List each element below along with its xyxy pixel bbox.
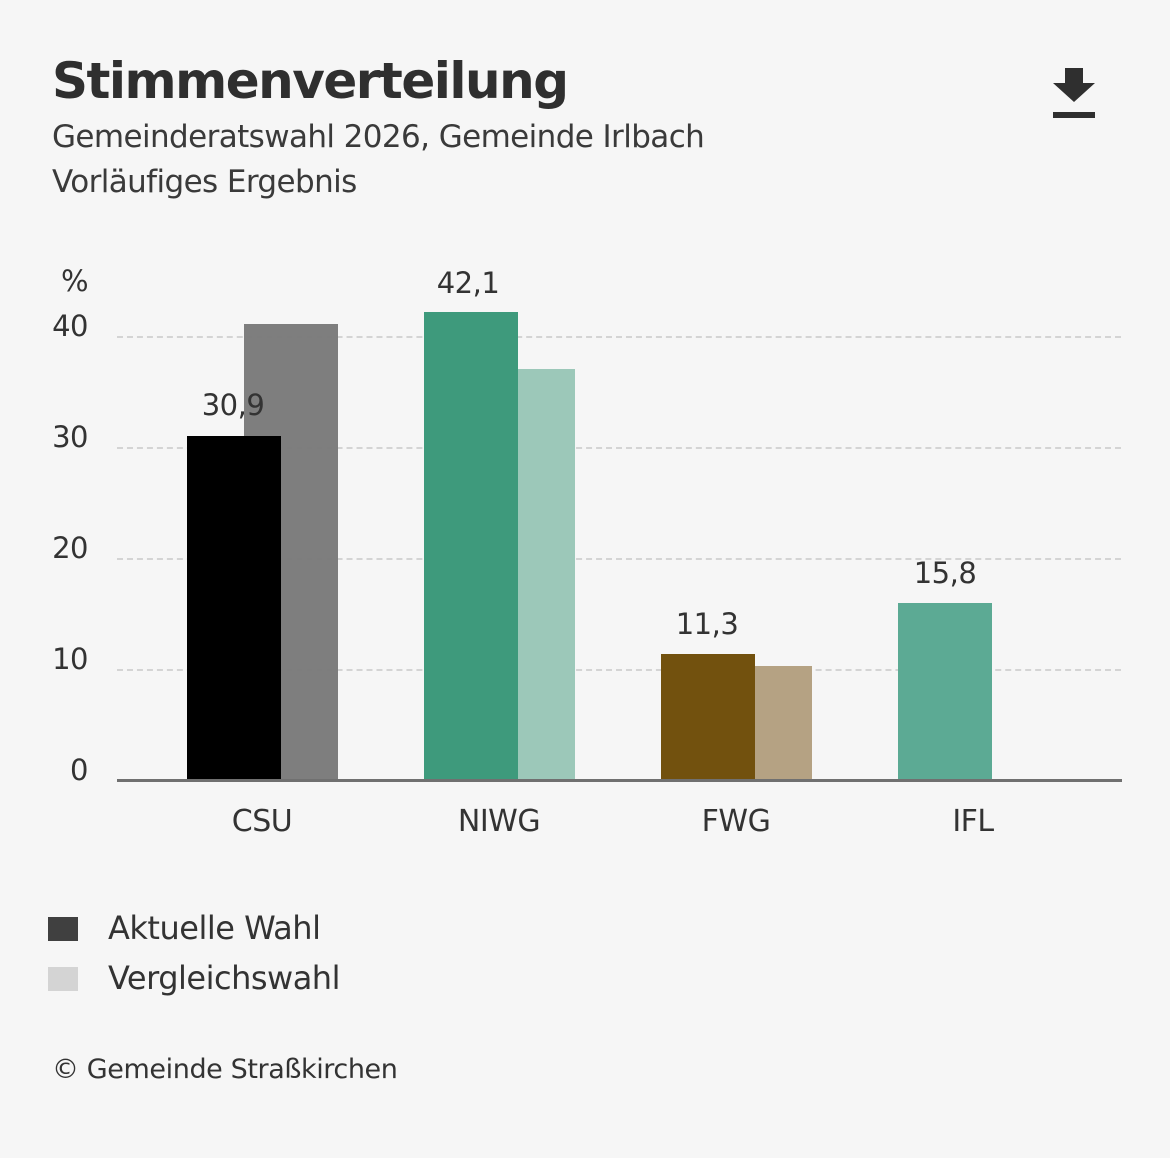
y-tick-0: 0 [70,753,88,787]
copyright-notice: © Gemeinde Straßkirchen [52,1054,398,1085]
value-label-niwg: 42,1 [436,266,500,300]
x-label-fwg: FWG [701,804,771,839]
y-tick-20: 20 [52,531,88,565]
gridline-40 [117,336,1121,338]
bar-niwg-comparison[interactable] [518,369,575,781]
gridline-10 [117,669,1121,671]
chart-title: Stimmenverteilung [52,52,569,110]
gridline-20 [117,558,1121,560]
chart-status-subtitle: Vorläufiges Ergebnis [52,164,357,200]
legend-swatch-comparison [48,967,78,991]
y-tick-10: 10 [52,642,88,676]
x-label-niwg: NIWG [457,804,541,839]
y-tick-30: 30 [52,420,88,454]
download-button[interactable] [1048,64,1100,122]
bar-fwg-current[interactable] [661,654,755,781]
x-label-csu: CSU [231,804,293,839]
chart-subtitle: Gemeinderatswahl 2026, Gemeinde Irlbach [52,119,705,155]
bar-chart: % 40 30 20 10 0 30,9 42,1 11,3 15,8 CSU … [52,264,1122,839]
download-icon [1053,68,1095,118]
y-axis-unit: % [60,264,89,298]
bar-ifl-current[interactable] [898,603,992,781]
bar-csu-current[interactable] [187,436,281,781]
bar-fwg-comparison[interactable] [755,666,812,781]
y-tick-40: 40 [52,309,88,343]
value-label-ifl: 15,8 [913,556,977,590]
value-label-fwg: 11,3 [675,607,739,641]
gridline-30 [117,447,1121,449]
legend-label-comparison: Vergleichswahl [108,959,340,997]
value-label-csu: 30,9 [201,388,265,422]
legend-swatch-current [48,917,78,941]
legend-label-current: Aktuelle Wahl [108,909,321,947]
bar-niwg-current[interactable] [424,312,518,781]
x-axis-baseline [117,779,1122,782]
x-label-ifl: IFL [952,804,994,839]
